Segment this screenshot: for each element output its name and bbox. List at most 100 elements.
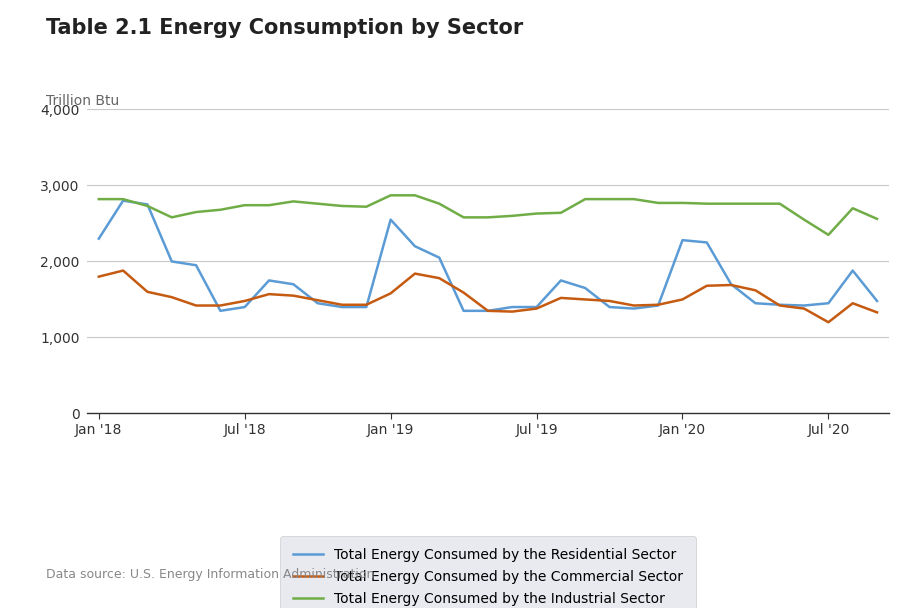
Total Energy Consumed by the Industrial Sector	[482, 213, 493, 221]
Total Energy Consumed by the Commercial Sector	[579, 296, 590, 303]
Total Energy Consumed by the Commercial Sector	[434, 275, 445, 282]
Total Energy Consumed by the Industrial Sector	[215, 206, 226, 213]
Total Energy Consumed by the Industrial Sector	[701, 200, 711, 207]
Total Energy Consumed by the Commercial Sector	[822, 319, 833, 326]
Total Energy Consumed by the Commercial Sector	[118, 267, 128, 274]
Total Energy Consumed by the Residential Sector	[652, 302, 663, 309]
Total Energy Consumed by the Residential Sector	[676, 237, 687, 244]
Total Energy Consumed by the Industrial Sector	[166, 213, 177, 221]
Total Energy Consumed by the Commercial Sector	[384, 290, 395, 297]
Total Energy Consumed by the Commercial Sector	[312, 297, 322, 304]
Text: Data source: U.S. Energy Information Administration: Data source: U.S. Energy Information Adm…	[46, 568, 374, 581]
Total Energy Consumed by the Industrial Sector	[457, 213, 468, 221]
Total Energy Consumed by the Commercial Sector	[603, 297, 614, 305]
Line: Total Energy Consumed by the Commercial Sector: Total Energy Consumed by the Commercial …	[98, 271, 876, 322]
Total Energy Consumed by the Residential Sector	[409, 243, 420, 250]
Total Energy Consumed by the Industrial Sector	[676, 199, 687, 207]
Total Energy Consumed by the Residential Sector	[190, 261, 201, 269]
Total Energy Consumed by the Residential Sector	[118, 197, 128, 204]
Total Energy Consumed by the Industrial Sector	[798, 216, 809, 223]
Total Energy Consumed by the Residential Sector	[603, 303, 614, 311]
Total Energy Consumed by the Commercial Sector	[93, 273, 104, 280]
Total Energy Consumed by the Residential Sector	[773, 301, 784, 308]
Total Energy Consumed by the Residential Sector	[628, 305, 639, 313]
Total Energy Consumed by the Industrial Sector	[288, 198, 299, 205]
Total Energy Consumed by the Industrial Sector	[434, 200, 445, 207]
Text: Trillion Btu: Trillion Btu	[46, 94, 118, 108]
Total Energy Consumed by the Commercial Sector	[798, 305, 809, 313]
Total Energy Consumed by the Commercial Sector	[190, 302, 201, 309]
Total Energy Consumed by the Residential Sector	[555, 277, 566, 284]
Total Energy Consumed by the Industrial Sector	[579, 196, 590, 203]
Total Energy Consumed by the Residential Sector	[166, 258, 177, 265]
Line: Total Energy Consumed by the Residential Sector: Total Energy Consumed by the Residential…	[98, 201, 876, 311]
Total Energy Consumed by the Industrial Sector	[652, 199, 663, 207]
Total Energy Consumed by the Commercial Sector	[652, 301, 663, 308]
Total Energy Consumed by the Industrial Sector	[142, 202, 153, 210]
Total Energy Consumed by the Commercial Sector	[628, 302, 639, 309]
Total Energy Consumed by the Residential Sector	[288, 281, 299, 288]
Total Energy Consumed by the Industrial Sector	[555, 209, 566, 216]
Total Energy Consumed by the Commercial Sector	[871, 309, 882, 316]
Total Energy Consumed by the Commercial Sector	[263, 291, 274, 298]
Total Energy Consumed by the Residential Sector	[725, 281, 736, 288]
Total Energy Consumed by the Commercial Sector	[507, 308, 517, 315]
Total Energy Consumed by the Residential Sector	[579, 285, 590, 292]
Total Energy Consumed by the Commercial Sector	[701, 282, 711, 289]
Total Energy Consumed by the Industrial Sector	[312, 200, 322, 207]
Total Energy Consumed by the Commercial Sector	[336, 301, 347, 308]
Total Energy Consumed by the Commercial Sector	[239, 297, 250, 305]
Total Energy Consumed by the Residential Sector	[263, 277, 274, 284]
Total Energy Consumed by the Industrial Sector	[749, 200, 760, 207]
Total Energy Consumed by the Industrial Sector	[118, 196, 128, 203]
Total Energy Consumed by the Commercial Sector	[166, 294, 177, 301]
Total Energy Consumed by the Residential Sector	[142, 201, 153, 208]
Legend: Total Energy Consumed by the Residential Sector, Total Energy Consumed by the Co: Total Energy Consumed by the Residential…	[280, 536, 695, 608]
Line: Total Energy Consumed by the Industrial Sector: Total Energy Consumed by the Industrial …	[98, 195, 876, 235]
Total Energy Consumed by the Commercial Sector	[773, 302, 784, 309]
Total Energy Consumed by the Industrial Sector	[603, 196, 614, 203]
Total Energy Consumed by the Industrial Sector	[263, 201, 274, 209]
Total Energy Consumed by the Industrial Sector	[871, 215, 882, 223]
Total Energy Consumed by the Residential Sector	[749, 300, 760, 307]
Total Energy Consumed by the Residential Sector	[701, 239, 711, 246]
Total Energy Consumed by the Residential Sector	[312, 300, 322, 307]
Total Energy Consumed by the Residential Sector	[457, 307, 468, 314]
Total Energy Consumed by the Commercial Sector	[530, 305, 541, 313]
Total Energy Consumed by the Industrial Sector	[846, 204, 857, 212]
Total Energy Consumed by the Commercial Sector	[215, 302, 226, 309]
Total Energy Consumed by the Industrial Sector	[725, 200, 736, 207]
Total Energy Consumed by the Industrial Sector	[239, 201, 250, 209]
Total Energy Consumed by the Industrial Sector	[530, 210, 541, 217]
Total Energy Consumed by the Industrial Sector	[361, 203, 372, 210]
Text: Table 2.1 Energy Consumption by Sector: Table 2.1 Energy Consumption by Sector	[46, 18, 522, 38]
Total Energy Consumed by the Industrial Sector	[822, 231, 833, 238]
Total Energy Consumed by the Industrial Sector	[507, 212, 517, 219]
Total Energy Consumed by the Residential Sector	[361, 303, 372, 311]
Total Energy Consumed by the Industrial Sector	[628, 196, 639, 203]
Total Energy Consumed by the Residential Sector	[507, 303, 517, 311]
Total Energy Consumed by the Residential Sector	[846, 267, 857, 274]
Total Energy Consumed by the Commercial Sector	[555, 294, 566, 302]
Total Energy Consumed by the Residential Sector	[336, 303, 347, 311]
Total Energy Consumed by the Industrial Sector	[190, 209, 201, 216]
Total Energy Consumed by the Commercial Sector	[482, 307, 493, 314]
Total Energy Consumed by the Industrial Sector	[93, 196, 104, 203]
Total Energy Consumed by the Industrial Sector	[336, 202, 347, 210]
Total Energy Consumed by the Commercial Sector	[846, 300, 857, 307]
Total Energy Consumed by the Commercial Sector	[676, 296, 687, 303]
Total Energy Consumed by the Industrial Sector	[773, 200, 784, 207]
Total Energy Consumed by the Commercial Sector	[288, 292, 299, 299]
Total Energy Consumed by the Residential Sector	[434, 254, 445, 261]
Total Energy Consumed by the Commercial Sector	[725, 282, 736, 289]
Total Energy Consumed by the Residential Sector	[871, 297, 882, 305]
Total Energy Consumed by the Residential Sector	[384, 216, 395, 223]
Total Energy Consumed by the Industrial Sector	[409, 192, 420, 199]
Total Energy Consumed by the Residential Sector	[93, 235, 104, 242]
Total Energy Consumed by the Commercial Sector	[142, 288, 153, 295]
Total Energy Consumed by the Commercial Sector	[361, 301, 372, 308]
Total Energy Consumed by the Commercial Sector	[409, 270, 420, 277]
Total Energy Consumed by the Residential Sector	[530, 303, 541, 311]
Total Energy Consumed by the Residential Sector	[482, 307, 493, 314]
Total Energy Consumed by the Residential Sector	[822, 300, 833, 307]
